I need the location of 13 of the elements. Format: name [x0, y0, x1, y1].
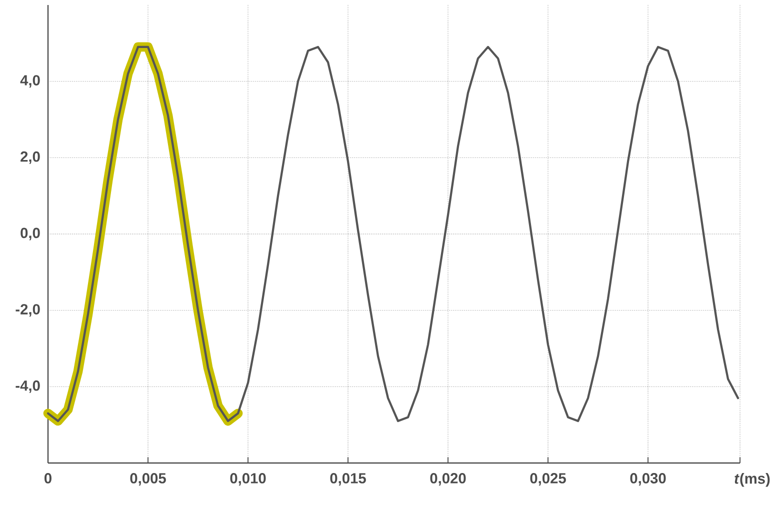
y-tick-label: -2,0: [16, 304, 40, 317]
y-tick-label: 2,0: [20, 151, 40, 164]
x-tick-label: 0,005: [130, 473, 166, 486]
x-tick-label: 0,020: [430, 473, 466, 486]
x-tick-label: 0,025: [530, 473, 566, 486]
y-tick-label: 4,0: [20, 75, 40, 88]
x-tick-label: 0,015: [330, 473, 366, 486]
y-tick-label: 0,0: [20, 228, 40, 240]
x-tick-label: 0: [44, 473, 52, 484]
x-axis-title: t(ms): [734, 473, 770, 487]
x-tick-label: 0,030: [630, 473, 666, 486]
y-tick-label: -4,0: [16, 380, 40, 393]
x-tick-label: 0,010: [230, 473, 266, 486]
